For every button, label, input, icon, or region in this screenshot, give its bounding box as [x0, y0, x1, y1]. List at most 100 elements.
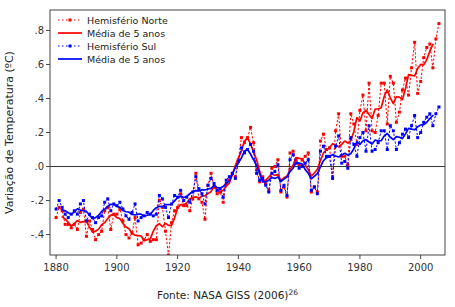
series-marker [431, 124, 434, 127]
series-marker [313, 185, 316, 188]
series-marker [207, 184, 210, 187]
series-marker [79, 202, 82, 205]
series-marker [88, 219, 91, 222]
x-tick [56, 255, 57, 259]
series-marker [416, 92, 419, 95]
series-marker [79, 211, 82, 214]
series-marker [355, 155, 358, 158]
legend-marker [69, 19, 72, 22]
caption: Fonte: NASA GISS (2006)26 [157, 288, 298, 301]
series-marker [383, 82, 386, 85]
x-tick [299, 255, 300, 259]
series-marker [377, 114, 380, 117]
y-tick [46, 200, 50, 201]
series-marker [58, 199, 61, 202]
series-marker [304, 155, 307, 158]
series-marker [240, 146, 243, 149]
series-marker [152, 214, 155, 217]
series-marker [383, 129, 386, 132]
series-marker [182, 199, 185, 202]
series-marker [437, 22, 440, 25]
series-marker [425, 46, 428, 49]
series-marker [264, 184, 267, 187]
series-marker [85, 219, 88, 222]
series-marker [368, 124, 371, 127]
series-marker [76, 228, 79, 231]
series-marker [61, 206, 64, 209]
series-marker [361, 131, 364, 134]
series-marker [319, 150, 322, 153]
chart-container: -.4-.2.0.2.4.6.8188019001920194019601980… [0, 0, 455, 307]
chart-svg: -.4-.2.0.2.4.6.8188019001920194019601980… [0, 0, 455, 307]
series-marker [64, 223, 67, 226]
x-tick-label: 1960 [286, 262, 311, 273]
series-marker [358, 136, 361, 139]
series-marker [200, 192, 203, 195]
series-marker [161, 197, 164, 200]
series-marker [371, 129, 374, 132]
y-tick-label: -.4 [31, 229, 44, 240]
legend-swatch [58, 32, 82, 34]
y-tick [46, 166, 50, 167]
series-line [62, 44, 433, 240]
legend-label: Média de 5 anos [87, 28, 165, 39]
series-marker [407, 94, 410, 97]
series-marker [94, 238, 97, 241]
series-marker [365, 129, 368, 132]
series-marker [58, 206, 61, 209]
series-marker [346, 167, 349, 170]
caption-text: Fonte: NASA GISS (2006) [157, 289, 288, 301]
x-tick-label: 1880 [43, 262, 68, 273]
series-marker [234, 177, 237, 180]
y-tick-label: .8 [34, 25, 44, 36]
series-line [56, 24, 439, 255]
series-marker [103, 201, 106, 204]
series-marker [267, 191, 270, 194]
y-tick [46, 234, 50, 235]
series-marker [194, 175, 197, 178]
series-marker [413, 114, 416, 117]
series-marker [185, 204, 188, 207]
series-marker [419, 80, 422, 83]
series-marker [194, 172, 197, 175]
series-marker [152, 238, 155, 241]
series-marker [334, 129, 337, 132]
series-marker [337, 134, 340, 137]
x-tick [420, 255, 421, 259]
series-marker [365, 150, 368, 153]
series-marker [374, 148, 377, 151]
series-marker [270, 172, 273, 175]
series-marker [322, 133, 325, 136]
series-line [62, 115, 433, 218]
series-marker [85, 235, 88, 238]
zero-line [50, 166, 445, 167]
series-marker [392, 82, 395, 85]
series-marker [428, 43, 431, 46]
series-marker [279, 189, 282, 192]
series-marker [322, 145, 325, 148]
series-marker [252, 141, 255, 144]
series-marker [118, 201, 121, 204]
series-marker [210, 172, 213, 175]
series-marker [298, 167, 301, 170]
series-marker [94, 221, 97, 224]
legend-marker [69, 45, 72, 48]
series-marker [425, 116, 428, 119]
series-marker [164, 230, 167, 233]
series-marker [304, 162, 307, 165]
series-marker [386, 148, 389, 151]
y-tick-label: .0 [34, 161, 44, 172]
series-marker [167, 216, 170, 219]
series-marker [434, 37, 437, 40]
series-marker [82, 199, 85, 202]
series-marker [76, 213, 79, 216]
series-marker [255, 172, 258, 175]
x-tick-label: 1940 [226, 262, 251, 273]
series-marker [210, 177, 213, 180]
series-marker [349, 136, 352, 139]
series-marker [55, 216, 58, 219]
series-marker [128, 236, 131, 239]
series-marker [343, 160, 346, 163]
series-marker [401, 133, 404, 136]
series-marker [109, 209, 112, 212]
